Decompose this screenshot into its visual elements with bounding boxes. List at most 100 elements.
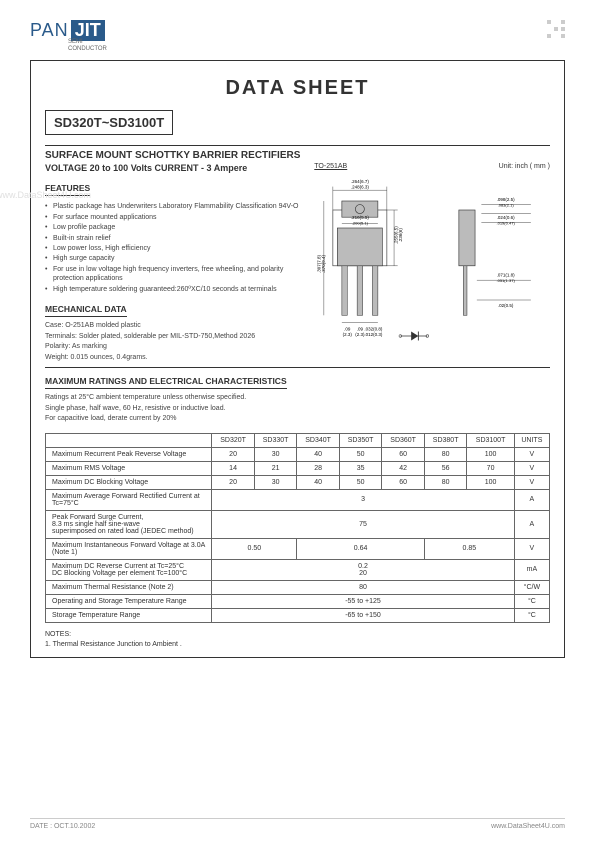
svg-text:.032(0.8): .032(0.8) (365, 327, 384, 332)
logo-block: PAN JIT SEMICONDUCTOR (30, 20, 107, 52)
footer-date: DATE : OCT.10.2002 (30, 823, 95, 830)
ratings-tbody: Maximum Recurrent Peak Reverse Voltage20… (46, 447, 550, 622)
value-cell-span: 80 (212, 580, 514, 594)
svg-text:.012(0.3): .012(0.3) (365, 332, 384, 337)
table-header-row: SD320T SD330T SD340T SD350T SD360T SD380… (46, 433, 550, 447)
table-row: Operating and Storage Temperature Range-… (46, 594, 550, 608)
value-cell-group: 0.64 (297, 538, 425, 559)
divider (45, 145, 550, 146)
table-row: Maximum Instantaneous Forward Voltage at… (46, 538, 550, 559)
value-cell: 80 (424, 447, 467, 461)
value-cell: 100 (467, 475, 514, 489)
param-cell: Maximum Instantaneous Forward Voltage at… (46, 538, 212, 559)
ratings-heading: MAXIMUM RATINGS AND ELECTRICAL CHARACTER… (45, 376, 287, 389)
value-cell: 60 (382, 475, 425, 489)
table-row: Maximum DC Blocking Voltage2030405060801… (46, 475, 550, 489)
ratings-table: SD320T SD330T SD340T SD350T SD360T SD380… (45, 433, 550, 623)
value-cell-span: 75 (212, 510, 514, 538)
ratings-section: MAXIMUM RATINGS AND ELECTRICAL CHARACTER… (45, 376, 550, 648)
package-label-row: TO-251AB Unit: inch ( mm ) (314, 163, 550, 170)
ratings-note: For capacitive load, derate current by 2… (45, 414, 550, 425)
svg-text:.024(0.6): .024(0.6) (497, 215, 516, 220)
table-row: Maximum DC Reverse Current at Tc=25°CDC … (46, 559, 550, 580)
value-cell: 28 (297, 461, 340, 475)
mech-weight: Weight: 0.015 ounces, 0.4grams. (45, 353, 304, 364)
note-1: 1. Thermal Resistance Junction to Ambien… (45, 641, 550, 648)
two-column-section: VOLTAGE 20 to 100 Volts CURRENT - 3 Ampe… (45, 163, 550, 363)
svg-text:.02(0.5): .02(0.5) (498, 303, 514, 308)
mech-case: Case: O-251AB molded plastic (45, 321, 304, 332)
value-cell-span: -55 to +125 (212, 594, 514, 608)
svg-text:.248(6.3): .248(6.3) (351, 185, 370, 190)
decorative-dots (547, 20, 565, 38)
unit-cell: °C (514, 608, 549, 622)
unit-label: Unit: inch ( mm ) (499, 163, 550, 170)
table-row: Maximum RMS Voltage14212835425670V (46, 461, 550, 475)
table-row: Maximum Average Forward Rectified Curren… (46, 489, 550, 510)
value-cell: 30 (254, 475, 297, 489)
part-number-box: SD320T~SD3100T (45, 110, 173, 135)
value-cell: 30 (254, 447, 297, 461)
mech-polarity: Polarity: As marking (45, 342, 304, 353)
svg-text:(2.3): (2.3) (356, 332, 366, 337)
ratings-note: Ratings at 25°C ambient temperature unle… (45, 393, 550, 404)
value-cell: 80 (424, 475, 467, 489)
feature-item: For surface mounted applications (45, 213, 304, 222)
unit-cell: V (514, 447, 549, 461)
param-cell: Maximum DC Reverse Current at Tc=25°CDC … (46, 559, 212, 580)
value-cell: 20 (212, 447, 255, 461)
svg-text:.236(6): .236(6) (398, 228, 403, 243)
notes-footer: NOTES: 1. Thermal Resistance Junction to… (45, 631, 550, 648)
value-cell-group: 0.50 (212, 538, 297, 559)
header-row: PAN JIT SEMICONDUCTOR (30, 20, 565, 52)
ratings-note: Single phase, half wave, 60 Hz, resistiv… (45, 404, 550, 415)
feature-item: High temperature soldering guaranteed:26… (45, 285, 304, 294)
features-list: Plastic package has Underwriters Laborat… (45, 202, 304, 294)
value-cell: 42 (382, 461, 425, 475)
feature-item: For use in low voltage high frequency in… (45, 265, 304, 284)
table-row: Maximum Thermal Resistance (Note 2)80°C/… (46, 580, 550, 594)
feature-item: Low power loss, High efficiency (45, 244, 304, 253)
value-cell: 50 (339, 447, 382, 461)
footer-site: www.DataSheet4U.com (491, 823, 565, 830)
unit-cell: V (514, 538, 549, 559)
svg-text:.09: .09 (344, 327, 351, 332)
mech-terminals: Terminals: Solder plated, solderable per… (45, 332, 304, 343)
package-drawing: .264(6.7) .248(6.3) .216(5.5) .200(5.1) … (314, 174, 550, 354)
subtitle-line1: SURFACE MOUNT SCHOTTKY BARRIER RECTIFIER… (45, 150, 550, 161)
unit-cell: mA (514, 559, 549, 580)
param-cell: Maximum Average Forward Rectified Curren… (46, 489, 212, 510)
ratings-notes: Ratings at 25°C ambient temperature unle… (45, 393, 550, 425)
table-row: Peak Forward Surge Current,8.3 ms single… (46, 510, 550, 538)
mechdata-block: Case: O-251AB molded plastic Terminals: … (45, 321, 304, 363)
left-column: VOLTAGE 20 to 100 Volts CURRENT - 3 Ampe… (45, 163, 304, 363)
svg-text:.200(5.1): .200(5.1) (352, 221, 369, 226)
unit-cell: °C/W (514, 580, 549, 594)
param-cell: Operating and Storage Temperature Range (46, 594, 212, 608)
value-cell: 35 (339, 461, 382, 475)
page-footer: DATE : OCT.10.2002 www.DataSheet4U.com (30, 818, 565, 830)
col-sd340t: SD340T (297, 433, 340, 447)
feature-item: High surge capacity (45, 254, 304, 263)
value-cell: 20 (212, 475, 255, 489)
param-cell: Storage Temperature Range (46, 608, 212, 622)
col-units: UNITS (514, 433, 549, 447)
divider (45, 367, 550, 368)
mechdata-heading: MECHANICAL DATA (45, 304, 127, 317)
unit-cell: A (514, 510, 549, 538)
unit-cell: V (514, 475, 549, 489)
unit-cell: V (514, 461, 549, 475)
svg-text:.09: .09 (357, 327, 364, 332)
param-cell: Maximum RMS Voltage (46, 461, 212, 475)
unit-cell: °C (514, 594, 549, 608)
svg-text:.051(1.37): .051(1.37) (497, 278, 516, 283)
unit-cell: A (514, 489, 549, 510)
package-label: TO-251AB (314, 163, 347, 170)
logo-pan: PAN (30, 20, 69, 41)
param-cell: Peak Forward Surge Current,8.3 ms single… (46, 510, 212, 538)
logo: PAN JIT (30, 20, 107, 41)
col-sd320t: SD320T (212, 433, 255, 447)
col-sd350t: SD350T (339, 433, 382, 447)
table-row: Storage Temperature Range-65 to +150°C (46, 608, 550, 622)
value-cell-span: -65 to +150 (212, 608, 514, 622)
